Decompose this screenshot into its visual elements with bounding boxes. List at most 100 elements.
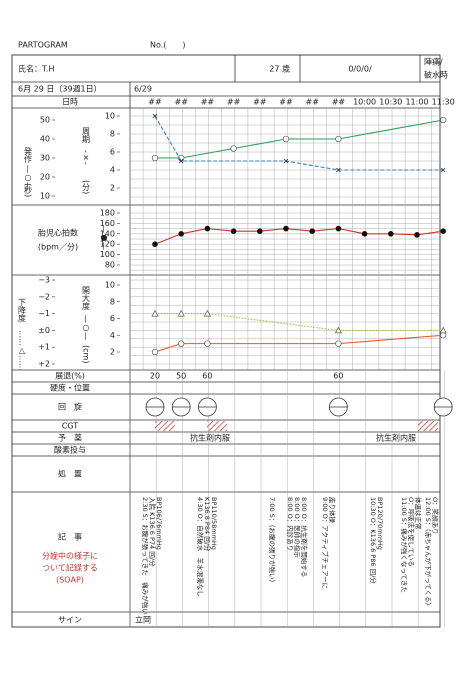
plot-point — [335, 225, 342, 232]
section-label: -×- — [82, 150, 91, 165]
plot-point — [335, 340, 342, 347]
date-label: 6月 29 日（39週1日） — [18, 85, 102, 94]
medication-entry: 抗生剤内服 — [190, 433, 230, 443]
tick-label: 8 — [110, 297, 115, 306]
section-label: —○— — [24, 165, 33, 190]
note-text: 2:30 S：お腹が張ってきた 痛みが強い — [141, 497, 150, 615]
section-label: (cm) — [82, 345, 91, 363]
note-text: O：笑顔あり — [431, 497, 440, 535]
plot-point — [439, 326, 447, 334]
plot-point — [440, 228, 447, 234]
tick-label: 10 — [105, 281, 115, 290]
section-label: 発作 — [24, 147, 33, 164]
section-label: 下降度 — [18, 298, 27, 323]
time-label: 10:30 — [379, 98, 402, 107]
time-label: ## — [279, 98, 293, 107]
row-label: 展退(%) — [55, 372, 85, 381]
tick-label: ±0 — [38, 326, 50, 335]
effacement-value: 60 — [333, 372, 343, 381]
tick-label: 100 — [100, 250, 115, 259]
plot-point — [336, 167, 341, 173]
note-text: 8:00 O：抗生剤を開始する — [300, 497, 309, 577]
note-text: 4:30 O：自然破水 羊水混濁なし — [196, 497, 205, 597]
note-text: 8:00 O：内診あり — [286, 497, 295, 551]
sign-value: 立岡 — [135, 615, 151, 625]
tick-label: −2 — [38, 292, 50, 301]
tick-label: 20 — [40, 173, 50, 182]
tick-label: 180 — [100, 209, 115, 218]
section-label: (分) — [82, 180, 91, 194]
notes-hint: (SOAP) — [56, 576, 84, 585]
plot-point — [361, 231, 368, 237]
plot-point — [152, 241, 158, 247]
note-text: 9:00 O：アクティブチェアーに — [321, 497, 330, 589]
note-text: 入院 K136.6 P74 回/分 — [148, 497, 157, 567]
note-text: BP120/70mmHg — [376, 497, 384, 550]
row-label: サイン — [58, 616, 82, 625]
tick-label: 120 — [100, 240, 115, 249]
time-label: ## — [332, 98, 346, 107]
tick-label: +1 — [38, 343, 50, 352]
row-label: 酸素投与 — [54, 445, 86, 455]
section-label: 胎児心拍数 — [38, 228, 78, 238]
row-label: 硬度・位置 — [50, 383, 90, 393]
notes-hint: 分娩中の様子に — [42, 551, 98, 561]
plot-point — [204, 340, 211, 347]
tick-label: 10 — [40, 192, 50, 201]
plot-point — [440, 167, 446, 173]
onset: 破水時 — [424, 70, 448, 80]
tick-label: 10 — [105, 112, 115, 121]
row-label: 処 置 — [58, 469, 82, 479]
section-label: (bpm／分) — [38, 243, 78, 252]
plot-line — [154, 334, 444, 353]
row-label: 予 薬 — [58, 433, 82, 443]
row-label: 回 旋 — [58, 402, 82, 412]
time-label: 11:00 — [405, 98, 428, 107]
onset: 陣痛/ — [424, 57, 443, 67]
plot-point — [334, 326, 342, 334]
section-label: 開大度 — [82, 286, 91, 311]
plot-line — [154, 228, 444, 245]
plot-point — [283, 158, 289, 164]
tick-label: 140 — [100, 229, 115, 238]
plot-point — [309, 228, 316, 234]
cgt-hatch — [418, 421, 438, 431]
tick-label: 40 — [40, 135, 50, 144]
plot-point — [230, 145, 237, 152]
plot-point — [257, 228, 263, 234]
tick-label: 30 — [40, 154, 50, 163]
note-text: 座り体操 — [328, 497, 337, 524]
tick-label: −3 — [38, 276, 50, 285]
effacement-value: 60 — [202, 372, 212, 381]
plot-point — [388, 231, 394, 237]
title: PARTOGRAM — [18, 41, 68, 50]
row-label: CGT — [62, 422, 79, 431]
section-label: 周期 — [82, 127, 91, 144]
plot-point — [335, 135, 342, 143]
tick-label: 2 — [110, 348, 115, 357]
tick-label: 6 — [110, 148, 115, 157]
note-text: 体温は正常 — [414, 497, 423, 530]
notes-hint: ついて記録する — [42, 563, 98, 573]
section-label: (秒) — [24, 183, 33, 197]
plot-point — [177, 309, 185, 317]
section-label: —○— — [82, 315, 91, 340]
note-text: BP106/76mmHg — [155, 497, 163, 550]
time-label: 11:30 — [432, 98, 455, 107]
plot-point — [440, 332, 447, 339]
effacement-value: 50 — [176, 372, 186, 381]
time-label: ## — [227, 98, 241, 107]
plot-point — [203, 309, 211, 317]
tick-label: 50 — [40, 116, 50, 125]
note-text: 11:00 S：痛みが強くなってきた — [400, 497, 409, 593]
row-label: 記 事 — [58, 532, 82, 542]
plot-point — [151, 154, 159, 162]
note-text: BP110/58mmHg — [210, 497, 218, 550]
note-text: O：呼吸法を促している — [407, 497, 416, 567]
tick-label: 4 — [110, 331, 115, 340]
note-text: 7:00 S：（お腹の張りが強い） — [268, 497, 277, 586]
plot-point — [152, 113, 158, 119]
plot-line — [155, 119, 444, 159]
frame — [11, 54, 441, 628]
